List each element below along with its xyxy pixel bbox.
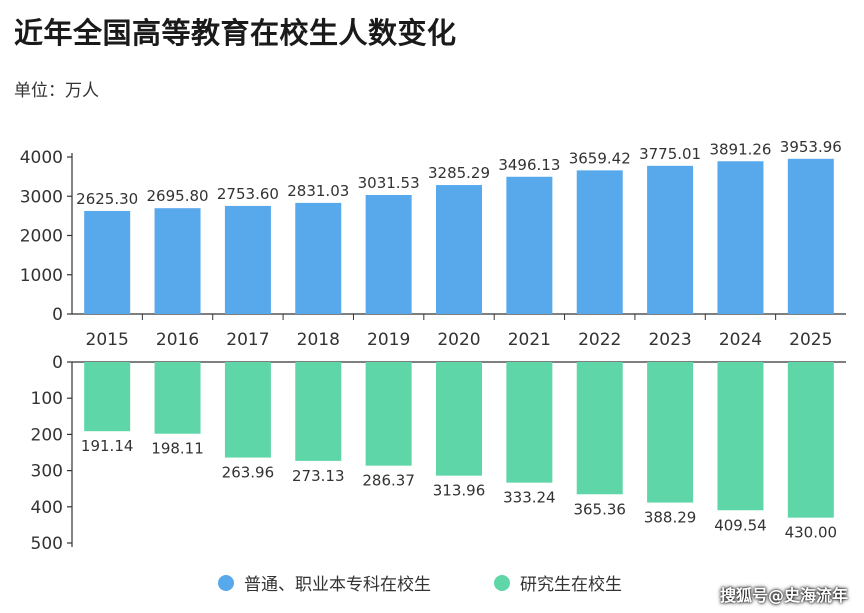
y-tick-label-lower: 300 <box>31 462 63 482</box>
y-tick-label-upper: 1000 <box>20 266 63 286</box>
data-label-series2: 191.14 <box>81 437 134 455</box>
legend-label-series1: 普通、职业本专科在校生 <box>244 575 431 595</box>
data-label-series2: 286.37 <box>362 472 415 490</box>
y-tick-label-upper: 3000 <box>20 187 63 207</box>
data-label-series2: 430.00 <box>785 524 838 542</box>
data-label-series1: 2625.30 <box>76 190 138 208</box>
y-tick-label-lower: 400 <box>31 498 63 518</box>
legend-marker-series1 <box>218 574 234 591</box>
bar-series2 <box>647 362 694 503</box>
data-label-series2: 409.54 <box>714 516 767 534</box>
bar-series2 <box>436 362 482 476</box>
bar-series1 <box>647 165 694 314</box>
x-tick-label: 2018 <box>297 330 340 350</box>
data-label-series1: 2695.80 <box>147 187 209 205</box>
x-tick-label: 2017 <box>226 330 269 350</box>
legend-item-series2: 研究生在校生 <box>494 570 622 595</box>
bar-series2 <box>154 362 201 434</box>
data-label-series2: 388.29 <box>644 509 697 527</box>
data-label-series1: 2753.60 <box>217 185 279 203</box>
legend-marker-series2 <box>494 574 510 591</box>
bar-series2 <box>717 362 764 511</box>
bar-series1 <box>787 158 834 314</box>
bar-series2 <box>224 362 271 458</box>
data-label-series2: 333.24 <box>503 489 556 507</box>
x-tick-label: 2024 <box>719 330 762 350</box>
y-tick-label-lower: 0 <box>52 353 63 373</box>
x-tick-label: 2023 <box>648 330 691 350</box>
data-label-series2: 263.96 <box>222 464 275 482</box>
bar-series1 <box>506 176 553 314</box>
bar-series1 <box>84 210 131 314</box>
x-tick-label: 2016 <box>156 330 199 350</box>
y-tick-label-upper: 2000 <box>20 227 63 247</box>
y-tick-label-lower: 500 <box>31 534 63 554</box>
y-tick-label-lower: 200 <box>31 425 63 445</box>
x-tick-label: 2022 <box>578 330 621 350</box>
bar-series2 <box>84 362 131 432</box>
bar-series2 <box>576 362 623 495</box>
x-tick-label: 2025 <box>789 330 832 350</box>
chart-title: 近年全国高等教育在校生人数变化 <box>14 16 457 50</box>
y-tick-label-lower: 100 <box>31 389 63 409</box>
legend-item-series1: 普通、职业本专科在校生 <box>218 570 431 595</box>
bar-series1 <box>365 195 412 314</box>
bar-series1 <box>576 170 623 314</box>
bar-series2 <box>506 362 553 483</box>
data-label-series1: 3891.26 <box>709 140 771 158</box>
unit-label: 单位：万人 <box>14 81 99 101</box>
data-label-series1: 3659.42 <box>569 149 631 167</box>
bar-series1 <box>154 208 201 314</box>
data-label-series2: 198.11 <box>151 440 204 458</box>
data-label-series2: 365.36 <box>573 500 626 518</box>
y-tick-label-upper: 4000 <box>20 148 63 168</box>
credit-watermark: 搜狐号@史海流年 <box>719 586 848 605</box>
bar-series1 <box>224 205 271 314</box>
bar-series1 <box>436 185 482 314</box>
x-tick-label: 2021 <box>508 330 551 350</box>
x-tick-label: 2020 <box>437 330 480 350</box>
data-label-series1: 3953.96 <box>780 138 842 156</box>
legend-label-series2: 研究生在校生 <box>520 575 622 595</box>
bar-series2 <box>787 362 834 518</box>
data-label-series1: 3285.29 <box>428 164 490 182</box>
data-label-series2: 313.96 <box>433 482 486 500</box>
data-label-series1: 2831.03 <box>287 182 349 200</box>
data-label-series1: 3775.01 <box>639 145 701 163</box>
data-label-series2: 273.13 <box>292 467 345 485</box>
bar-series1 <box>717 161 764 314</box>
data-label-series1: 3031.53 <box>358 174 420 192</box>
x-tick-label: 2015 <box>86 330 129 350</box>
bar-series1 <box>295 202 342 314</box>
x-tick-label: 2019 <box>367 330 410 350</box>
bar-series2 <box>365 362 412 466</box>
data-label-series1: 3496.13 <box>498 156 560 174</box>
y-tick-label-upper: 0 <box>52 305 63 325</box>
bar-series2 <box>295 362 342 461</box>
